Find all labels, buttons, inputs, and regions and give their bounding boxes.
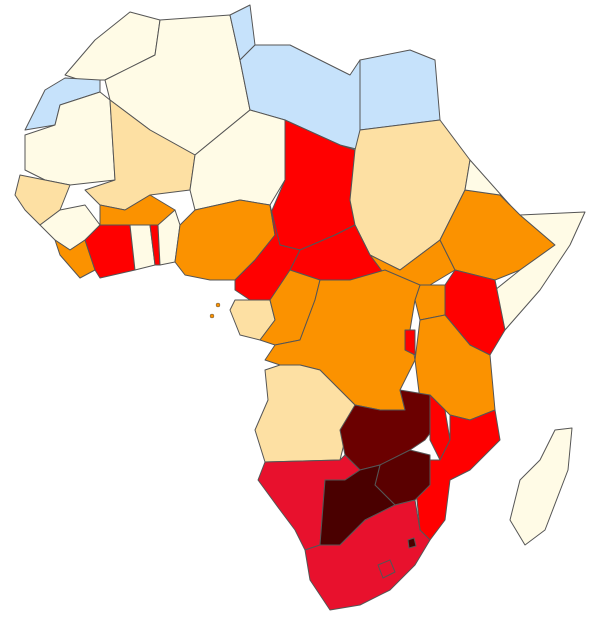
island	[215, 302, 221, 308]
country	[414, 409, 501, 541]
country	[464, 159, 511, 206]
country	[509, 427, 573, 546]
country	[414, 284, 446, 321]
country	[304, 499, 431, 611]
country	[407, 537, 417, 549]
island	[209, 313, 215, 319]
country	[404, 329, 416, 356]
country	[377, 559, 396, 579]
